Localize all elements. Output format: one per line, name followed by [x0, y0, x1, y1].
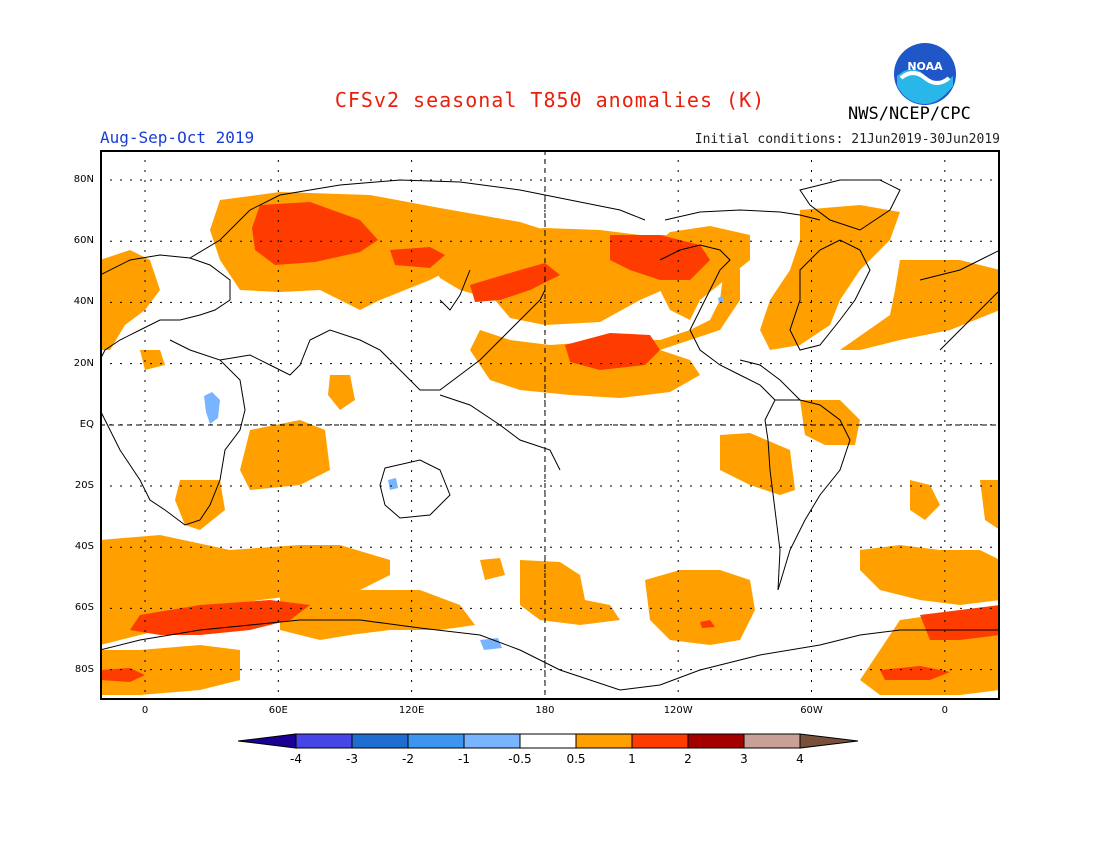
colorbar-tick-label: -1 [458, 752, 470, 766]
colorbar-tick-label: 1 [628, 752, 636, 766]
anomaly-map [100, 150, 1000, 700]
longitude-label: 120E [398, 705, 425, 716]
anomaly-1-to-2-regions [100, 202, 1000, 682]
colorbar-tick-label: 4 [796, 752, 804, 766]
colorbar-tick-label: -3 [346, 752, 358, 766]
longitude-label: 0 [941, 705, 948, 716]
colorbar-segment [519, 733, 577, 749]
longitude-label: 0 [141, 705, 149, 716]
latitude-label: 60N [73, 235, 94, 247]
colorbar-segment [743, 733, 801, 749]
latitude-label: 20S [74, 480, 94, 491]
latitude-label: EQ [79, 418, 94, 430]
latitude-label: 40S [74, 541, 94, 553]
map-title: CFSv2 seasonal T850 anomalies (K) [334, 88, 766, 112]
longitude-label: 60E [268, 705, 288, 716]
colorbar-tick-label: -4 [290, 752, 302, 766]
colorbar-tick-label: -2 [402, 752, 414, 766]
forecast-period: Aug-Sep-Oct 2019 [100, 128, 255, 147]
latitude-label: 80N [73, 174, 94, 185]
colorbar-segment [407, 733, 465, 749]
latitude-label: 20N [73, 357, 94, 369]
colorbar-segment [631, 733, 689, 749]
colorbar-segment [463, 733, 521, 749]
initial-conditions: Initial conditions: 21Jun2019-30Jun2019 [694, 132, 1000, 147]
colorbar-tick-label: 2 [684, 752, 692, 766]
colorbar-tick-label: -0.5 [508, 752, 532, 766]
longitude-label: 120W [663, 705, 693, 716]
colorbar [238, 733, 859, 749]
noaa-logo: NOAA [894, 43, 956, 105]
longitude-label: 60W [800, 705, 823, 716]
colorbar-min-arrow [238, 733, 297, 749]
colorbar-segment [575, 733, 633, 749]
map-frame [100, 150, 1000, 700]
colorbar-max-arrow [799, 733, 859, 749]
agency-label: NWS/NCEP/CPC [848, 104, 971, 124]
colorbar-tick-label: 3 [740, 752, 748, 766]
latitude-label: 80S [74, 663, 94, 675]
colorbar-segment [295, 733, 353, 749]
longitude-label: 180 [535, 705, 555, 716]
latitude-label: 40N [73, 296, 94, 308]
latitude-label: 60S [74, 602, 94, 614]
colorbar-tick-label: 0.5 [566, 752, 586, 766]
colorbar-segment [351, 733, 409, 749]
colorbar-segment [687, 733, 745, 749]
logo-wordmark: NOAA [907, 60, 943, 73]
